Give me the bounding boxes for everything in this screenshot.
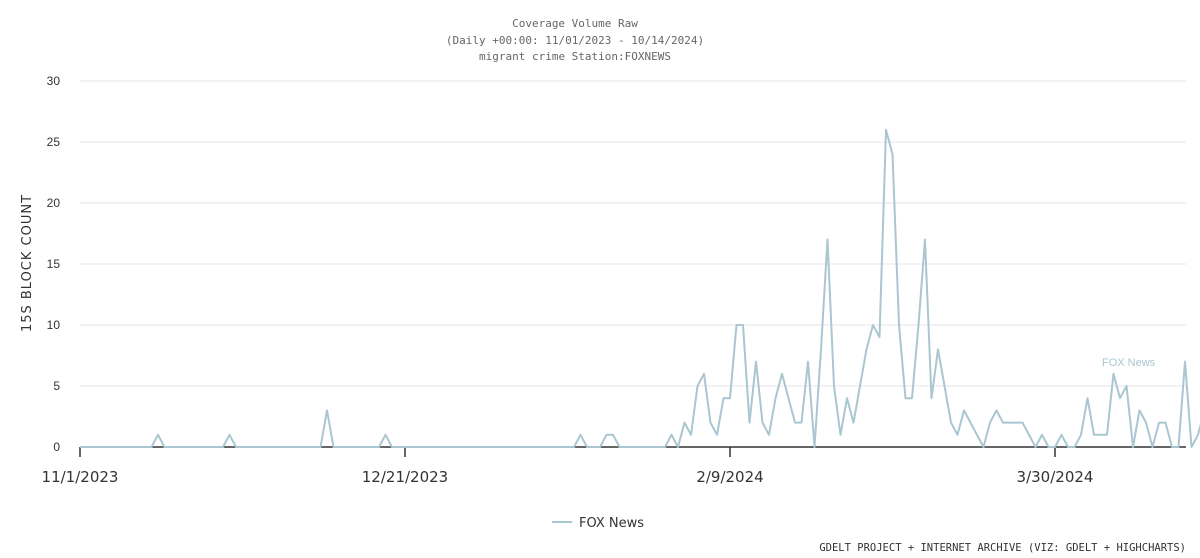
chart-credits[interactable]: GDELT PROJECT + INTERNET ARCHIVE (VIZ: G… [819,542,1186,554]
y-axis-ticks: 0 5 10 15 20 25 30 [47,74,61,454]
chart-title: Coverage Volume Raw [512,17,638,30]
y-tick-label: 10 [47,318,61,332]
y-gridlines [80,80,1186,387]
x-axis: 11/1/202312/21/20232/9/20243/30/20245/19… [42,446,1186,486]
legend[interactable]: FOX News [552,516,644,531]
x-tick-label: 3/30/2024 [1017,468,1094,486]
y-axis-label: 15S BLOCK COUNT [20,194,35,332]
series-line-fox-news [80,128,1200,448]
x-tick-label: 2/9/2024 [696,468,763,486]
x-tick-label: 12/21/2023 [362,468,448,486]
y-tick-label: 5 [53,379,60,393]
legend-item-fox-news[interactable]: FOX News [579,516,644,531]
y-tick-label: 25 [47,135,61,149]
chart-subtitle-line-2: migrant crime Station:FOXNEWS [479,50,671,63]
x-tick-label: 11/1/2023 [42,468,119,486]
chart-subtitle-line-1: (Daily +00:00: 11/01/2023 - 10/14/2024) [446,34,704,47]
y-tick-label: 0 [53,440,60,454]
y-tick-label: 20 [47,196,61,210]
y-tick-label: 15 [47,257,61,271]
y-tick-label: 30 [47,74,61,88]
series-end-label: FOX News [1102,357,1156,369]
